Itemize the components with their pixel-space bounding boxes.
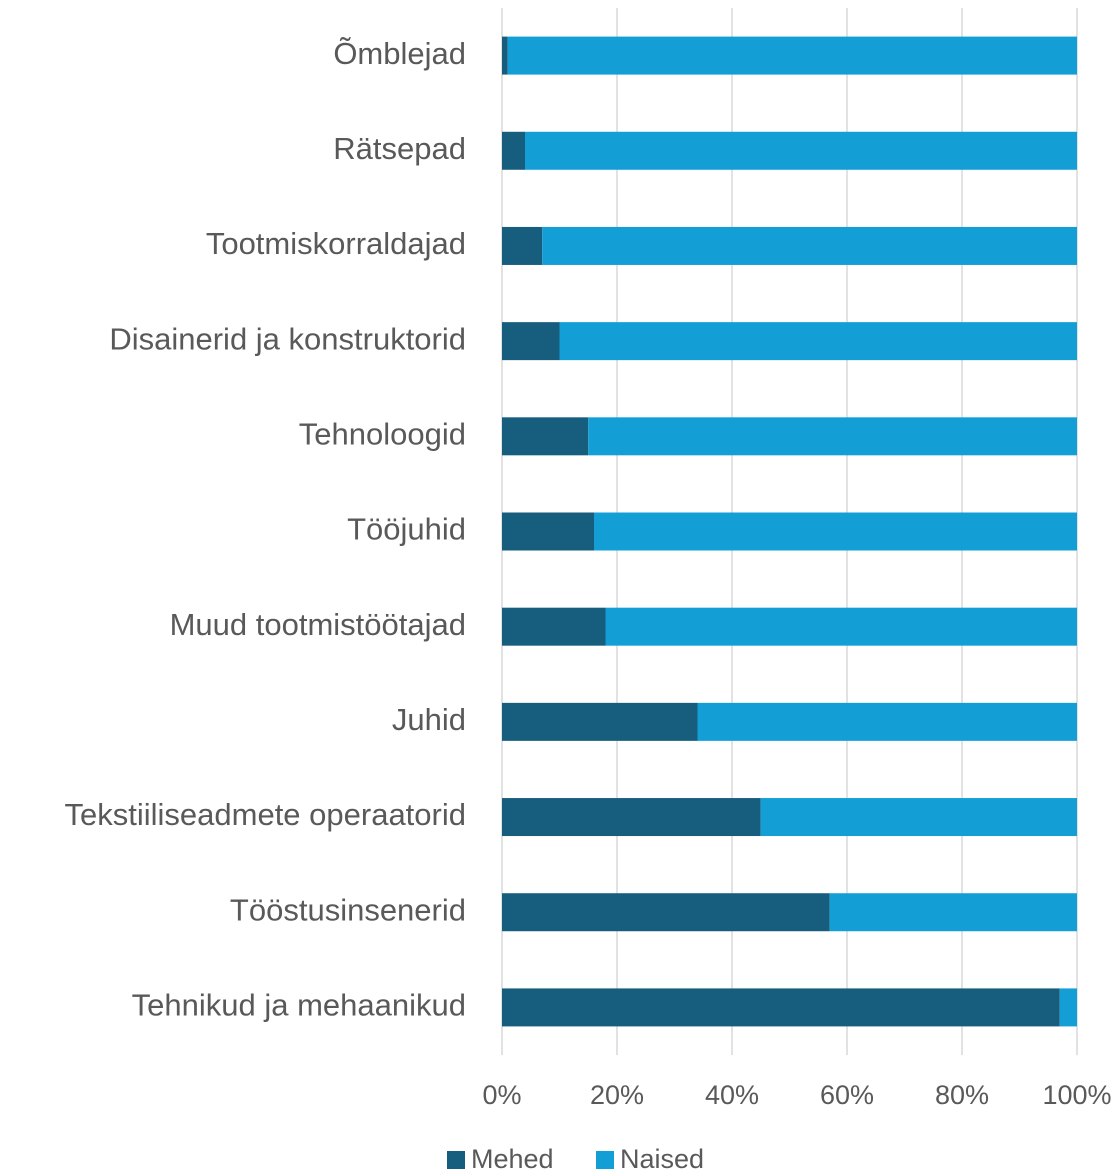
bar-segment [502,322,560,361]
bar-segment [502,798,761,837]
bar-segment [502,607,606,646]
legend-swatch [447,1151,465,1169]
bar-segment [502,702,698,741]
bar-segment [697,702,1077,741]
legend-label: Naised [620,1144,704,1174]
bar-segment [542,226,1077,265]
x-tick-label: 20% [590,1080,644,1110]
bar-segment [760,798,1077,837]
y-tick-label: Tööstusinsenerid [230,892,466,927]
x-tick-label: 80% [935,1080,989,1110]
y-tick-label: Tootmiskorraldajad [206,226,466,261]
bar-segment [588,417,1077,456]
y-tick-label: Tehnoloogid [299,417,466,452]
y-tick-label: Tööjuhid [347,512,466,547]
bar-segment [829,893,1077,932]
bar-segment [502,226,543,265]
y-tick-label: Muud tootmistöötajad [170,607,466,642]
x-tick-label: 100% [1042,1080,1111,1110]
bar-segment [559,322,1077,361]
x-tick-label: 40% [705,1080,759,1110]
bar-segment [594,512,1077,551]
bar-segment [1059,988,1077,1027]
bar-segment [502,131,525,170]
y-tick-label: Õmblejad [333,36,466,71]
y-tick-label: Tehnikud ja mehaanikud [132,988,466,1023]
bar-segment [502,512,594,551]
legend-swatch [596,1151,614,1169]
bar-segment [502,893,830,932]
y-tick-label: Rätsepad [333,131,466,166]
bar-segment [507,36,1077,75]
bar-segment [502,988,1060,1027]
x-tick-label: 0% [482,1080,521,1110]
bar-segment [502,36,508,75]
y-tick-label: Disainerid ja konstruktorid [109,321,466,356]
y-tick-label: Tekstiiliseadmete operaatorid [65,797,467,832]
bar-segment [605,607,1077,646]
x-tick-label: 60% [820,1080,874,1110]
bar-segment [525,131,1077,170]
legend-label: Mehed [471,1144,554,1174]
y-tick-label: Juhid [392,702,466,737]
bar-segment [502,417,589,456]
